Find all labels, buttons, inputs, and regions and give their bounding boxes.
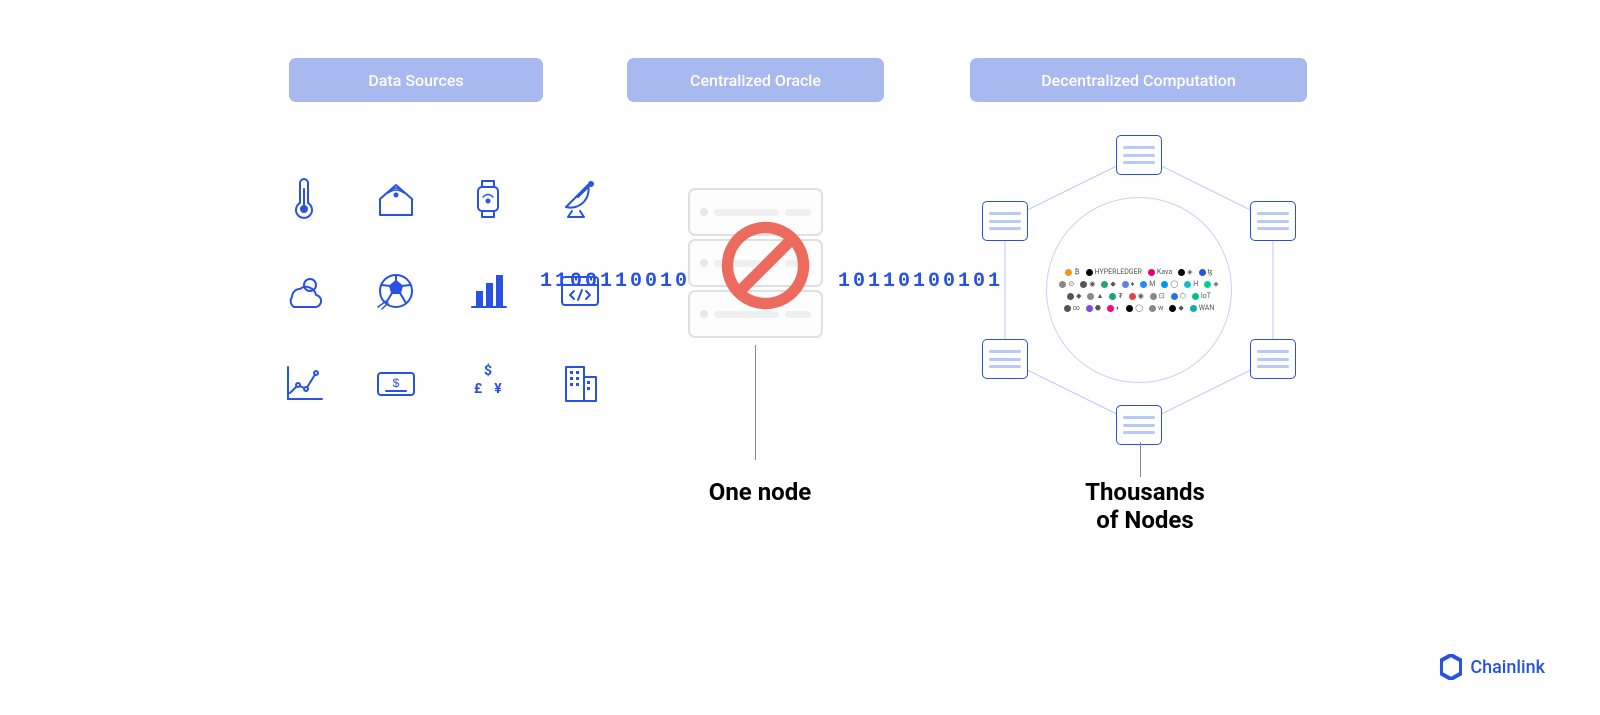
pill-label: Centralized Oracle (690, 71, 821, 90)
decentralized-connector (1140, 442, 1141, 477)
hex-node (982, 201, 1028, 241)
chainlink-brand: Chainlink (1440, 654, 1545, 680)
network-logo: ◯ (1161, 280, 1178, 288)
bar-chart-icon (454, 257, 522, 325)
decentralized-caption: Thousands of Nodes (1070, 478, 1220, 534)
satellite-dish-icon (546, 165, 614, 233)
network-logo: ◆ (1067, 292, 1081, 300)
network-logo: ◆ (1169, 304, 1183, 312)
network-logo: ◉ (1080, 280, 1095, 288)
network-logo: HYPERLEDGER (1086, 268, 1142, 276)
pill-data-sources: Data Sources (289, 58, 543, 102)
network-logo: ◆ (1101, 280, 1115, 288)
network-logo: ▲ (1087, 292, 1103, 300)
decentralized-network: ₿ HYPERLEDGER Kava ◈ ꜩ ⊙ ◉ ◆ ♦ M ◯ H ◈ ◆ ▲ ₮ ◉ ⊡ ⬡ IoT ∞ ⬣ ◐ ◯ w… (974, 135, 1304, 465)
binary-left: 11001100100 (540, 270, 705, 293)
prohibit-icon (718, 218, 813, 313)
pill-label: Data Sources (368, 71, 463, 90)
currencies-icon: $£ ¥ (454, 349, 522, 417)
network-logo: ⬣ (1086, 304, 1101, 312)
network-logo: ∞ (1064, 304, 1080, 312)
network-logo: WAN (1190, 304, 1215, 312)
svg-text:$: $ (484, 362, 492, 379)
chainlink-hexagon-icon (1440, 654, 1462, 680)
svg-text:$: $ (393, 376, 400, 390)
svg-text:£: £ (474, 381, 482, 397)
centralized-connector (755, 345, 756, 460)
network-logo: ♦ (1122, 280, 1135, 288)
network-logo: ꜩ (1199, 268, 1213, 276)
payment-icon: $ (362, 349, 430, 417)
logo-circle: ₿ HYPERLEDGER Kava ◈ ꜩ ⊙ ◉ ◆ ♦ M ◯ H ◈ ◆ ▲ ₮ ◉ ⊡ ⬡ IoT ∞ ⬣ ◐ ◯ w… (1046, 197, 1232, 383)
soccer-icon (362, 257, 430, 325)
pill-label: Decentralized Computation (1041, 71, 1236, 90)
line-chart-icon (270, 349, 338, 417)
network-logo: H (1184, 280, 1198, 288)
pill-decentralized-computation: Decentralized Computation (970, 58, 1307, 102)
network-logo: IoT (1192, 292, 1211, 300)
network-logo: ₮ (1109, 292, 1122, 300)
network-logo: M (1140, 280, 1155, 288)
building-icon (546, 349, 614, 417)
hex-node (982, 339, 1028, 379)
smart-home-icon (362, 165, 430, 233)
network-logo: Kava (1148, 268, 1172, 276)
network-logo: ⊙ (1059, 280, 1074, 288)
network-logo: ₿ (1065, 268, 1079, 276)
logo-cloud: ₿ HYPERLEDGER Kava ◈ ꜩ ⊙ ◉ ◆ ♦ M ◯ H ◈ ◆ ▲ ₮ ◉ ⊡ ⬡ IoT ∞ ⬣ ◐ ◯ w… (1059, 210, 1219, 370)
caption-line-1: Thousands (1085, 478, 1205, 506)
caption-line-2: of Nodes (1096, 506, 1193, 534)
pill-centralized-oracle: Centralized Oracle (627, 58, 884, 102)
hex-node (1116, 135, 1162, 175)
network-logo: ◉ (1129, 292, 1144, 300)
hex-node (1250, 201, 1296, 241)
weather-icon (270, 257, 338, 325)
network-logo: ◯ (1126, 304, 1143, 312)
brand-name: Chainlink (1470, 657, 1545, 678)
network-logo: ◈ (1204, 280, 1218, 288)
hex-node (1116, 405, 1162, 445)
thermometer-icon (270, 165, 338, 233)
network-logo: ◈ (1178, 268, 1192, 276)
centralized-caption: One node (700, 478, 820, 506)
svg-text:¥: ¥ (494, 381, 502, 397)
smart-watch-icon (454, 165, 522, 233)
network-logo: ◐ (1107, 304, 1120, 312)
hex-node (1250, 339, 1296, 379)
network-logo: w (1149, 304, 1163, 312)
network-logo: ⬡ (1171, 292, 1186, 300)
network-logo: ⊡ (1150, 292, 1165, 300)
